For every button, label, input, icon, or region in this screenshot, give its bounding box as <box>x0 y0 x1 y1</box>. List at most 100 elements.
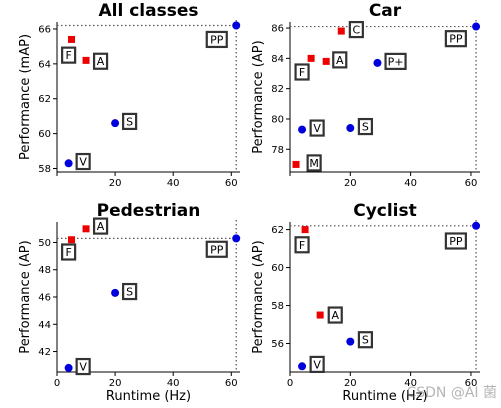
y-tick-label: 58 <box>38 164 51 175</box>
point-label-box <box>357 331 373 349</box>
point-label-box <box>75 357 91 376</box>
chart-title: Car <box>369 1 402 21</box>
point-label-box <box>61 46 77 64</box>
x-tick-label: 60 <box>465 178 478 189</box>
data-point-square <box>316 311 324 319</box>
point-label-text: A <box>97 55 105 68</box>
point-label-box <box>444 232 467 250</box>
point-label-box <box>205 240 228 258</box>
chart-title: Pedestrian <box>97 201 201 221</box>
data-point-circle <box>232 21 241 30</box>
point-label-text: S <box>362 121 369 134</box>
x-tick-label: 60 <box>465 378 478 389</box>
point-label-text: C <box>353 24 361 37</box>
point-label-box <box>309 355 325 374</box>
y-tick-label: 42 <box>38 347 51 358</box>
x-tick-label: 0 <box>287 378 293 389</box>
y-tick-label: 56 <box>271 339 284 350</box>
point-label-text: PP <box>449 33 463 46</box>
point-label-text: S <box>362 334 369 347</box>
y-tick-label: 44 <box>38 320 51 331</box>
point-label-box <box>122 282 138 301</box>
y-tick-label: 50 <box>38 238 51 249</box>
data-point-square <box>82 56 90 64</box>
point-label-text: A <box>97 220 105 233</box>
data-point-circle <box>111 119 120 128</box>
point-label-text: A <box>336 54 344 67</box>
point-label-box <box>306 154 322 172</box>
point-label-box <box>384 52 407 70</box>
data-point-square <box>301 226 309 234</box>
data-point-square <box>307 54 315 62</box>
data-point-square <box>322 57 330 65</box>
point-label-box <box>332 51 348 69</box>
x-tick-label: 20 <box>344 178 357 189</box>
point-label-box <box>205 30 228 49</box>
chart-cyclist: Cyclist 56 58 60 62 0 20 40 60 Performance (AP) Ru… <box>251 201 481 404</box>
point-label-text: S <box>126 115 133 128</box>
point-label-text: S <box>126 286 133 299</box>
x-tick-label: 0 <box>54 378 60 389</box>
y-tick-label: 46 <box>38 293 51 304</box>
y-tick-label: 64 <box>38 59 51 70</box>
x-tick-label: 40 <box>167 178 180 189</box>
data-point-square <box>292 160 300 168</box>
point-label-box <box>92 217 109 235</box>
point-label-box <box>61 243 77 261</box>
x-tick-label: 40 <box>404 178 417 189</box>
point-label-box <box>357 117 373 136</box>
y-tick-label: 78 <box>271 145 284 156</box>
point-label-text: V <box>313 358 321 371</box>
watermark-text: CSDN @AI 菌 <box>406 385 497 401</box>
chart-all-classes: All classes 58 60 62 64 66 20 40 60 Performance (… <box>18 1 241 189</box>
y-tick-label: 84 <box>271 54 284 65</box>
data-point-circle <box>298 362 307 371</box>
y-tick-label: 66 <box>38 24 51 35</box>
point-label-text: PP <box>210 243 224 256</box>
data-point-circle <box>472 22 481 31</box>
y-tick-label: 48 <box>38 265 51 276</box>
y-tick-label: 60 <box>38 129 51 140</box>
y-tick-label: 80 <box>271 114 284 125</box>
y-axis-label: Performance (mAP) <box>18 34 33 160</box>
data-point-circle <box>232 234 241 243</box>
y-tick-label: 58 <box>271 301 284 312</box>
point-label-text: PP <box>210 33 224 46</box>
y-tick-label: 86 <box>271 24 284 35</box>
point-label-text: A <box>331 309 339 322</box>
point-label-box <box>309 119 325 137</box>
x-tick-label: 60 <box>225 378 238 389</box>
y-tick-label: 60 <box>271 263 284 274</box>
point-label-text: F <box>299 66 305 79</box>
x-tick-label: 60 <box>225 178 238 189</box>
chart-title: Cyclist <box>353 201 417 221</box>
point-label-text: M <box>309 157 319 170</box>
point-label-text: F <box>65 49 71 62</box>
x-axis-label: Runtime (Hz) <box>342 389 427 404</box>
point-label-text: V <box>313 122 321 135</box>
data-point-circle <box>472 221 481 230</box>
data-point-circle <box>346 124 355 133</box>
point-label-box <box>348 20 364 39</box>
point-label-box <box>92 52 109 70</box>
point-label-text: V <box>79 361 87 374</box>
data-point-circle <box>111 288 120 297</box>
data-point-circle <box>373 58 382 67</box>
point-label-box <box>75 152 91 171</box>
data-point-square <box>337 27 345 35</box>
point-label-box <box>327 306 343 324</box>
y-axis-label: Performance (AP) <box>251 240 266 353</box>
data-point-square <box>82 225 90 233</box>
data-point-square <box>68 35 76 43</box>
y-axis-label: Performance (AP) <box>251 40 266 153</box>
y-tick-label: 82 <box>271 84 284 95</box>
x-tick-label: 40 <box>404 378 417 389</box>
point-label-text: F <box>299 239 305 252</box>
data-point-square <box>68 236 76 244</box>
point-label-box <box>122 112 138 131</box>
point-label-text: P+ <box>388 55 404 68</box>
point-label-box <box>294 63 310 81</box>
y-axis-label: Performance (AP) <box>18 240 33 353</box>
x-tick-label: 20 <box>109 178 122 189</box>
